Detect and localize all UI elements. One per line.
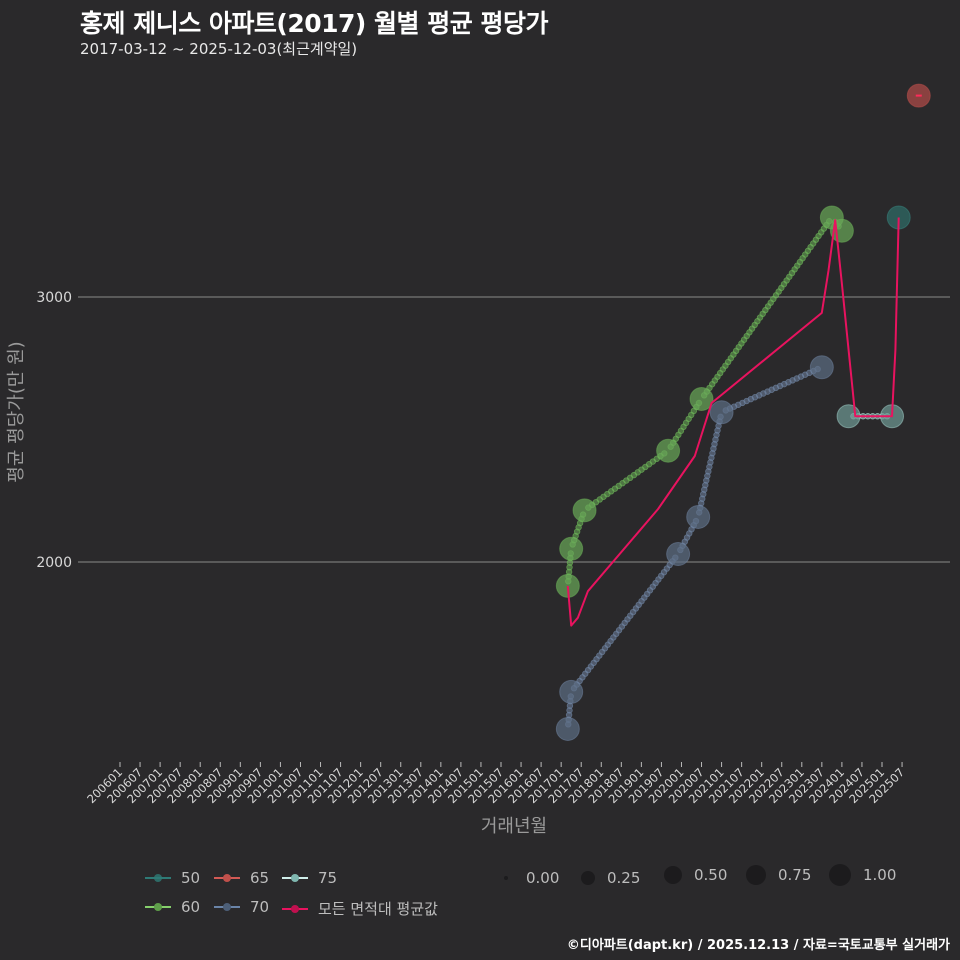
- size-legend-item: 1.00: [829, 864, 896, 886]
- size-legend-item: 0.00: [502, 869, 559, 887]
- average-line: [566, 217, 900, 627]
- series-layer: [555, 83, 931, 741]
- data-point[interactable]: [666, 542, 691, 567]
- y-tick-label: 3000: [36, 290, 72, 306]
- legend-item-60[interactable]: 60: [145, 898, 200, 916]
- size-dot-icon: [664, 866, 682, 884]
- x-axis: 2006012006072007012007072008012008072009…: [84, 762, 907, 806]
- data-point[interactable]: [689, 387, 714, 412]
- legend-key-icon: [145, 901, 171, 913]
- y-axis-label: 평균 평당가(만 원): [6, 341, 27, 482]
- grid-lines: [78, 296, 950, 563]
- size-dot-icon: [581, 871, 595, 885]
- y-tick-label: 2000: [36, 555, 72, 571]
- legend-key-icon: [214, 872, 240, 884]
- size-legend-item: 0.50: [664, 866, 727, 884]
- legend-item-65[interactable]: 65: [214, 869, 269, 887]
- data-point[interactable]: [555, 716, 580, 741]
- size-dot-icon: [829, 864, 851, 886]
- series-70: [555, 355, 834, 741]
- data-point[interactable]: [709, 400, 734, 425]
- chart-title: 홍제 제니스 아파트(2017) 월별 평균 평당가: [80, 9, 548, 38]
- chart-subtitle: 2017-03-12 ~ 2025-12-03(최근계약일): [80, 40, 358, 58]
- legend-key-icon: [214, 901, 240, 913]
- data-point[interactable]: [686, 504, 711, 529]
- legend-item-50[interactable]: 50: [145, 869, 200, 887]
- size-dot-icon: [504, 876, 508, 880]
- data-point[interactable]: [656, 438, 681, 463]
- data-point[interactable]: [809, 355, 834, 380]
- legend-key-icon: [282, 872, 308, 884]
- y-axis: 2000 3000: [36, 290, 72, 571]
- x-axis-label: 거래년월: [481, 816, 547, 837]
- size-legend-item: 0.25: [581, 869, 640, 887]
- size-legend-item: 0.75: [746, 865, 811, 885]
- data-point[interactable]: [559, 536, 584, 561]
- legend-item-75[interactable]: 75: [282, 869, 337, 887]
- size-dot-icon: [746, 865, 766, 885]
- series-60: [555, 205, 854, 598]
- data-point[interactable]: [559, 679, 584, 704]
- legend-key-icon: [145, 872, 171, 884]
- data-point[interactable]: [572, 498, 597, 523]
- legend-item-average[interactable]: 모든 면적대 평균값: [282, 898, 438, 919]
- footer-credit: ©디아파트(dapt.kr) / 2025.12.13 / 자료=국토교통부 실…: [566, 938, 950, 953]
- legend-key-icon: [282, 903, 308, 915]
- legend-item-70[interactable]: 70: [214, 898, 269, 916]
